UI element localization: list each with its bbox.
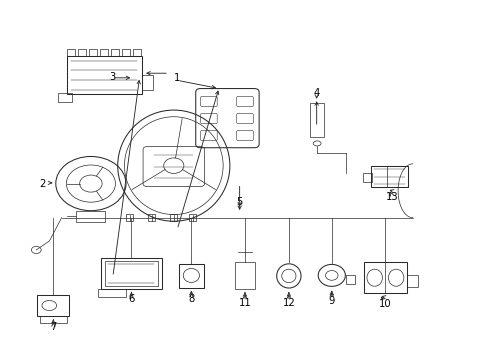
Bar xyxy=(148,214,155,221)
Text: 10: 10 xyxy=(378,299,391,309)
Bar xyxy=(104,261,158,286)
Bar xyxy=(142,75,153,90)
Text: 3: 3 xyxy=(109,72,116,82)
Text: 1: 1 xyxy=(174,73,180,83)
Text: 13: 13 xyxy=(385,192,397,202)
Text: 4: 4 xyxy=(313,88,319,98)
Bar xyxy=(234,262,255,289)
Bar xyxy=(58,93,72,102)
Bar xyxy=(345,275,354,284)
Bar xyxy=(370,166,407,187)
Text: 9: 9 xyxy=(328,296,334,306)
Bar xyxy=(40,316,66,323)
Text: 5: 5 xyxy=(236,197,243,207)
Text: 6: 6 xyxy=(128,294,134,304)
Text: 8: 8 xyxy=(188,294,194,304)
Text: 2: 2 xyxy=(39,179,45,189)
Bar xyxy=(406,275,417,287)
Bar xyxy=(363,262,406,293)
Bar xyxy=(169,214,176,221)
Text: 11: 11 xyxy=(238,298,251,308)
Bar xyxy=(310,103,324,137)
Bar xyxy=(66,56,142,94)
Bar xyxy=(101,258,161,289)
Bar xyxy=(178,264,203,288)
Bar xyxy=(362,172,371,182)
Text: 12: 12 xyxy=(282,298,295,308)
Bar xyxy=(126,214,133,221)
Text: 7: 7 xyxy=(50,322,57,332)
Bar xyxy=(189,214,196,221)
Bar xyxy=(37,295,69,316)
Bar xyxy=(98,289,125,297)
Bar xyxy=(76,211,104,222)
